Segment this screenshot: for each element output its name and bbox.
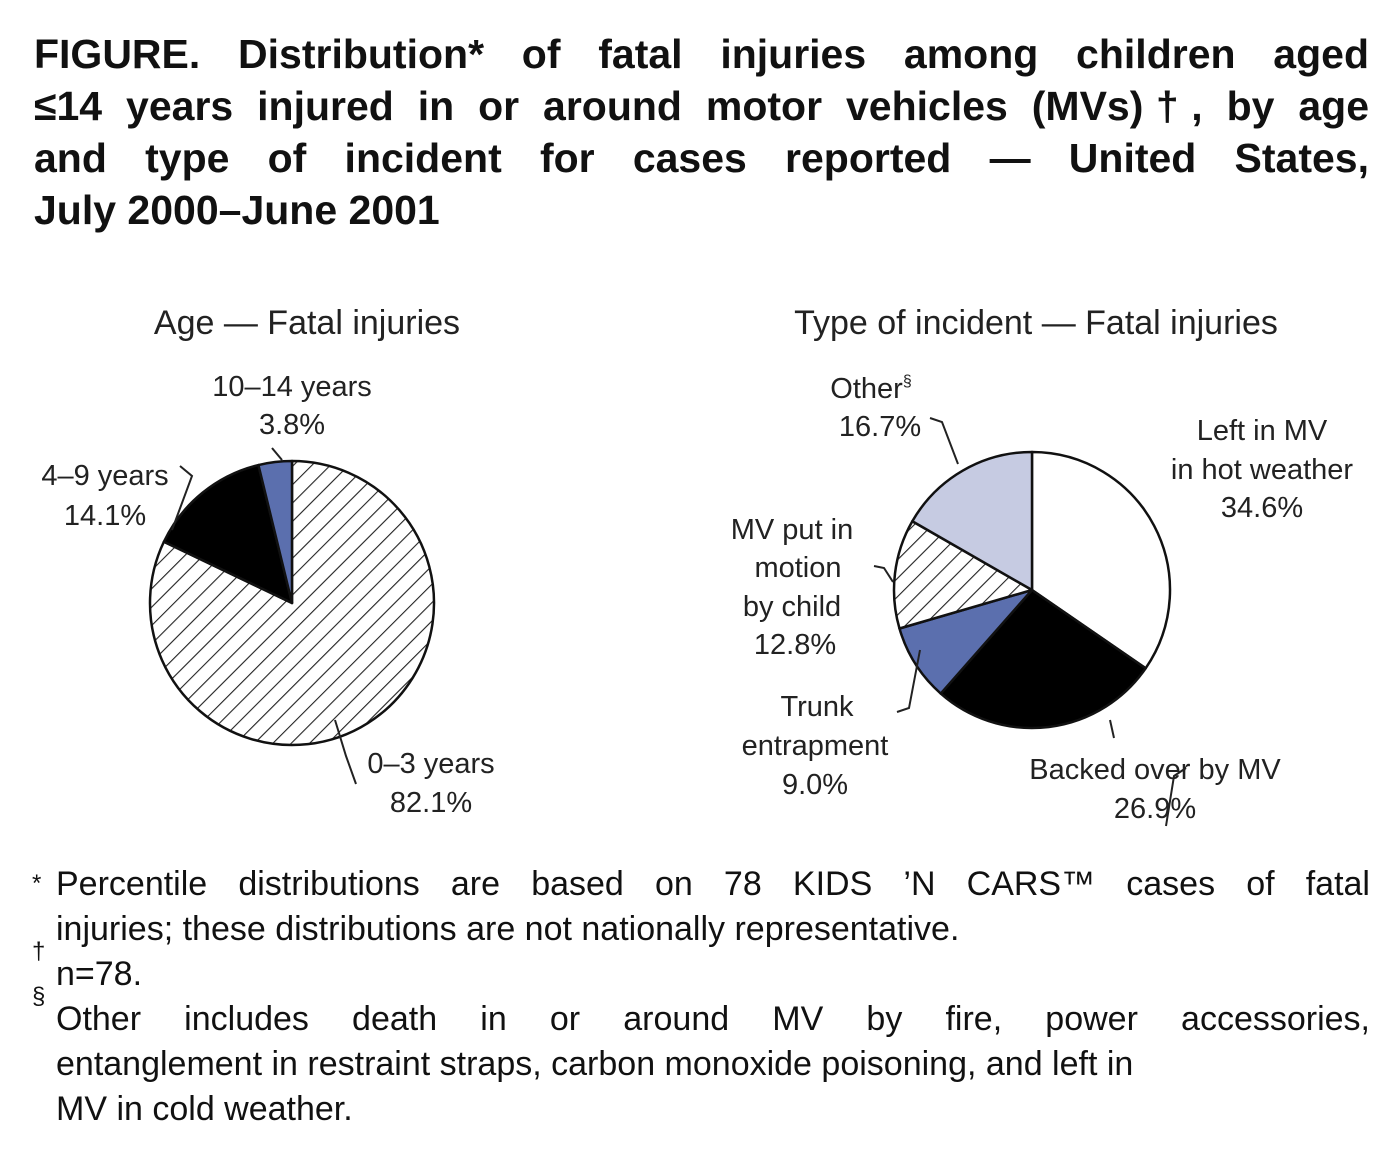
label-0-3-years: 0–3 years bbox=[367, 748, 494, 780]
label-trunk-line2: entrapment bbox=[742, 730, 889, 762]
title-line-1: FIGURE. Distribution* of fatal injuries … bbox=[34, 31, 1369, 77]
leader-other bbox=[929, 417, 959, 465]
footnote-section: § Other includes death in or around MV b… bbox=[30, 985, 1370, 1132]
footnote-section-mark: § bbox=[32, 983, 46, 1010]
footnote-star-line2: injuries; these distributions are not na… bbox=[56, 910, 960, 948]
value-10-14-years: 3.8% bbox=[259, 409, 325, 441]
footnote-star-mark: * bbox=[32, 870, 42, 897]
leader-10-14-years bbox=[271, 447, 283, 461]
age-chart-title: Age — Fatal injuries bbox=[154, 304, 460, 342]
label-4-9-years: 4–9 years bbox=[41, 460, 168, 492]
value-0-3-years: 82.1% bbox=[390, 787, 472, 819]
value-4-9-years: 14.1% bbox=[64, 500, 146, 532]
footnote-star: * Percentile distributions are based on … bbox=[30, 862, 1370, 952]
label-mv-motion-line3: by child bbox=[743, 591, 841, 623]
leader-mv-put-in-motion bbox=[873, 565, 894, 583]
leader-4-9-years bbox=[171, 465, 194, 531]
value-left-in-mv: 34.6% bbox=[1221, 492, 1303, 524]
footnote-dagger: † n=78. bbox=[30, 940, 1370, 997]
pie-charts: Age — Fatal injuries Type of incident — … bbox=[41, 304, 1354, 827]
footnote-star-line1: Percentile distributions are based on 78… bbox=[56, 865, 1370, 903]
label-left-in-mv-line2: in hot weather bbox=[1171, 454, 1354, 486]
value-other: 16.7% bbox=[839, 411, 921, 443]
age-slice-4-9-years bbox=[162, 463, 294, 605]
footnote-section-line3: MV in cold weather. bbox=[56, 1090, 353, 1128]
leader-left-in-mv bbox=[1165, 767, 1187, 827]
label-mv-motion-line2: motion bbox=[754, 552, 841, 584]
leader-0-3-years bbox=[334, 719, 357, 785]
leader-trunk-entrapment bbox=[896, 649, 921, 713]
type-chart-title: Type of incident — Fatal injuries bbox=[794, 304, 1278, 342]
label-backed-over: Backed over by MV bbox=[1029, 754, 1281, 786]
label-mv-motion-line1: MV put in bbox=[731, 514, 854, 546]
title-line-2: ≤14 years injured in or around motor veh… bbox=[34, 83, 1369, 129]
leader-backed-over bbox=[1109, 719, 1115, 739]
label-other: Other§ bbox=[830, 373, 911, 405]
type-slice-left-in-mv-in-hot-weather bbox=[1030, 450, 1172, 670]
footnote-section-line1: Other includes death in or around MV by … bbox=[56, 1000, 1370, 1038]
footnote-section-line2: entanglement in restraint straps, carbon… bbox=[56, 1045, 1134, 1083]
label-10-14-years: 10–14 years bbox=[212, 371, 372, 403]
footnote-dagger-text: n=78. bbox=[56, 955, 143, 993]
footnote-dagger-mark: † bbox=[32, 938, 46, 965]
label-trunk-line1: Trunk bbox=[780, 691, 854, 723]
title-line-3: and type of incident for cases reported … bbox=[34, 135, 1369, 181]
value-mv-motion: 12.8% bbox=[754, 629, 836, 661]
figure-title: FIGURE. Distribution* of fatal injuries … bbox=[34, 28, 1369, 236]
type-slice-backed-over-by-mv bbox=[939, 588, 1147, 730]
value-backed-over: 26.9% bbox=[1114, 793, 1196, 825]
title-line-4: July 2000–June 2001 bbox=[34, 187, 440, 233]
type-slice-other bbox=[911, 450, 1034, 592]
type-slice-mv-put-in-motion-by-child bbox=[892, 520, 1034, 630]
label-left-in-mv-line1: Left in MV bbox=[1197, 415, 1328, 447]
type-pie bbox=[892, 450, 1172, 730]
age-pie bbox=[148, 459, 436, 747]
age-slice-10-14-years bbox=[257, 459, 294, 605]
footnotes: * Percentile distributions are based on … bbox=[30, 862, 1370, 1132]
value-trunk: 9.0% bbox=[782, 769, 848, 801]
